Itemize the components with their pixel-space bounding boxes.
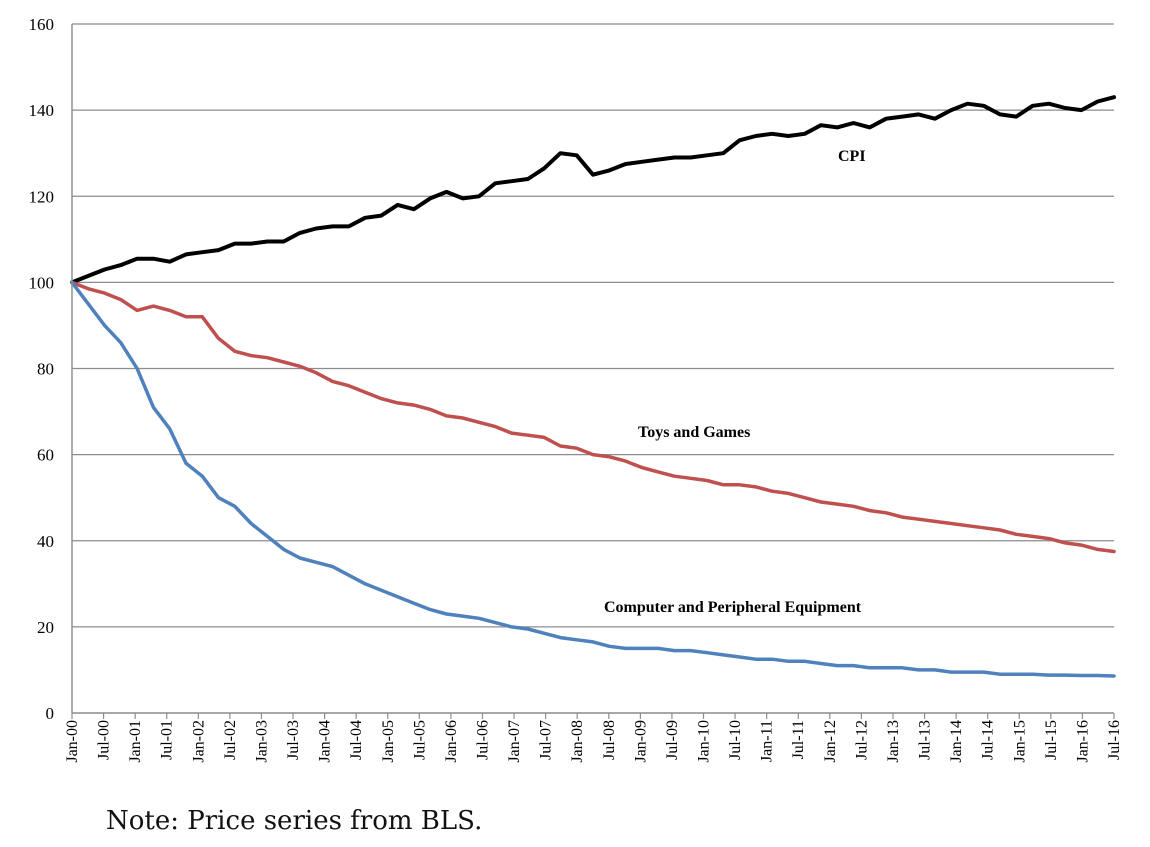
x-tick-label: Jul-15 [1043, 720, 1060, 760]
series-line-computer-equipment [70, 280, 1116, 678]
x-tick-label: Jul-01 [159, 720, 176, 760]
x-tick-label: Jan-10 [696, 720, 713, 763]
y-tick-label: 160 [29, 15, 55, 34]
x-axis-ticks: Jan-00 Jul-00 Jan-01 Jul-01 Jan-02 Jul-02 Jan-… [64, 713, 1123, 763]
x-tick-label: Jul-00 [96, 720, 113, 760]
y-tick-label: 100 [29, 273, 55, 292]
x-tick-label: Jan-12 [822, 720, 839, 763]
x-tick-label: Jul-05 [411, 720, 428, 760]
grid-lines [72, 23, 1114, 628]
x-tick-label: Jan-09 [632, 720, 649, 763]
series-lines [70, 95, 1116, 678]
x-tick-label: Jan-02 [190, 720, 207, 763]
x-tick-label: Jan-07 [506, 720, 523, 763]
y-tick-label: 80 [37, 360, 54, 379]
x-tick-label: Jul-06 [474, 720, 491, 760]
series-line-toys-and-games [70, 280, 1116, 554]
x-tick-label: Jan-08 [569, 720, 586, 763]
y-tick-label: 120 [29, 187, 55, 206]
x-tick-label: Jan-04 [317, 720, 334, 763]
x-tick-label: Jul-16 [1106, 720, 1123, 760]
series-line-cpi [70, 95, 1116, 285]
y-tick-label: 20 [37, 618, 54, 637]
x-tick-label: Jan-16 [1074, 720, 1091, 763]
y-axis-ticks: 0 20 40 60 80 100 120 140 160 [29, 15, 55, 723]
x-tick-label: Jul-03 [285, 720, 302, 760]
x-tick-label: Jul-10 [727, 720, 744, 760]
y-tick-label: 0 [46, 704, 55, 723]
x-tick-label: Jan-13 [885, 720, 902, 763]
x-tick-label: Jan-14 [948, 720, 965, 763]
x-tick-label: Jul-07 [538, 720, 555, 760]
x-tick-label: Jan-01 [127, 720, 144, 763]
x-tick-label: Jan-05 [380, 720, 397, 763]
chart-note: Note: Price series from BLS. [106, 806, 483, 836]
x-tick-label: Jul-12 [853, 720, 870, 760]
x-tick-label: Jul-13 [917, 720, 934, 760]
x-tick-label: Jul-02 [222, 720, 239, 760]
series-label-cpi: CPI [838, 148, 866, 165]
y-tick-label: 40 [37, 532, 54, 551]
x-tick-label: Jan-06 [443, 720, 460, 763]
x-tick-label: Jul-11 [790, 720, 807, 759]
x-tick-label: Jul-08 [601, 720, 618, 760]
series-label-computer-equipment: Computer and Peripheral Equipment [604, 599, 862, 616]
x-tick-label: Jul-14 [980, 720, 997, 760]
axes [71, 24, 1114, 714]
x-tick-label: Jan-00 [64, 720, 81, 763]
x-tick-label: Jul-04 [348, 720, 365, 760]
x-tick-label: Jan-11 [759, 720, 776, 762]
x-tick-label: Jul-09 [664, 720, 681, 760]
x-tick-label: Jan-15 [1011, 720, 1028, 763]
y-tick-label: 140 [29, 101, 55, 120]
series-label-toys-and-games: Toys and Games [638, 424, 750, 441]
y-tick-label: 60 [37, 446, 54, 465]
x-tick-label: Jan-03 [253, 720, 270, 763]
